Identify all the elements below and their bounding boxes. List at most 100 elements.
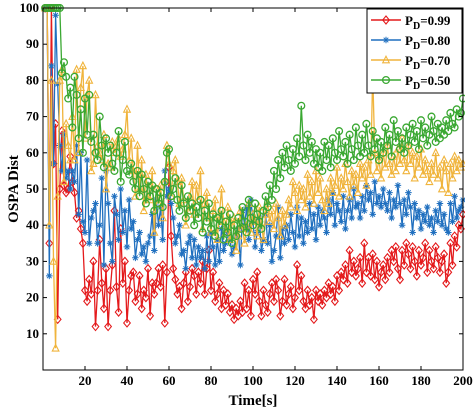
data-point [343,176,352,186]
data-point [169,165,178,175]
data-point [146,232,154,240]
data-point [372,165,382,175]
data-point [99,303,108,314]
data-point [251,289,260,299]
data-point [101,183,111,193]
data-point [333,200,341,207]
data-point [131,191,140,200]
data-point [129,267,138,278]
data-point [232,232,241,241]
data-point [257,310,266,321]
data-point [64,140,73,149]
data-point [49,256,58,265]
data-point [213,289,222,299]
data-point [206,224,216,233]
data-point [69,167,76,175]
data-point [403,211,410,218]
data-point [234,213,243,223]
data-point [248,221,258,230]
data-point [282,141,291,150]
data-point [47,75,56,84]
data-point [119,229,127,236]
series-layer [41,4,465,352]
data-point [451,192,458,200]
x-tick-label: 120 [285,373,305,388]
data-point [327,211,334,218]
data-point [216,258,223,265]
data-point [377,203,385,211]
data-point [416,116,426,125]
data-point [203,232,211,240]
data-point [208,205,218,215]
x-tick-label: 100 [243,373,263,388]
data-point [448,260,457,270]
data-point [177,181,186,190]
data-point [112,148,121,157]
data-point [344,207,351,215]
data-point [93,285,102,296]
data-point [278,205,287,215]
data-point [395,274,405,285]
data-point [345,191,354,200]
data-point [64,167,72,175]
data-point [246,213,255,223]
data-point [431,147,440,157]
data-point [351,169,361,178]
data-point [446,158,455,168]
data-point [444,127,453,136]
data-point [405,189,412,196]
data-point [255,296,264,307]
data-point [190,221,199,230]
data-point [309,198,319,207]
data-point [171,274,180,285]
data-point [372,256,381,267]
x-tick-label: 200 [453,373,473,388]
data-point [150,227,159,236]
data-point [192,203,201,212]
data-point [324,278,333,288]
data-point [285,236,292,243]
data-point [89,130,98,139]
y-tick-label: 60 [26,145,39,160]
data-point [419,134,428,143]
data-point [351,123,360,132]
data-point [398,245,407,256]
data-point [80,285,90,296]
data-point [297,271,306,281]
data-point [140,243,148,251]
x-tick-label: 140 [327,373,347,388]
data-point [78,238,87,249]
data-point [432,207,439,215]
data-point [246,310,255,321]
data-point [440,249,449,260]
data-point [59,176,69,186]
data-point [230,243,238,251]
data-point [415,207,423,215]
data-point [48,62,55,70]
data-point [305,299,314,310]
data-point [298,214,305,222]
data-point [290,292,300,303]
data-point [202,187,211,196]
data-point [124,155,134,164]
data-point [394,182,402,189]
data-point [389,256,398,267]
data-point [347,267,356,278]
data-point [398,134,407,143]
data-point [345,130,354,139]
data-point [288,303,297,314]
data-point [385,267,394,278]
data-point [157,203,164,211]
data-point [410,256,419,267]
data-point [316,148,325,157]
data-point [179,278,188,288]
data-point [339,274,348,285]
data-point [242,303,251,314]
data-point [91,321,100,332]
data-point [54,80,61,88]
data-point [442,165,451,175]
data-point [290,187,300,196]
data-point [115,236,122,243]
data-point [402,238,411,249]
data-point [76,105,85,114]
